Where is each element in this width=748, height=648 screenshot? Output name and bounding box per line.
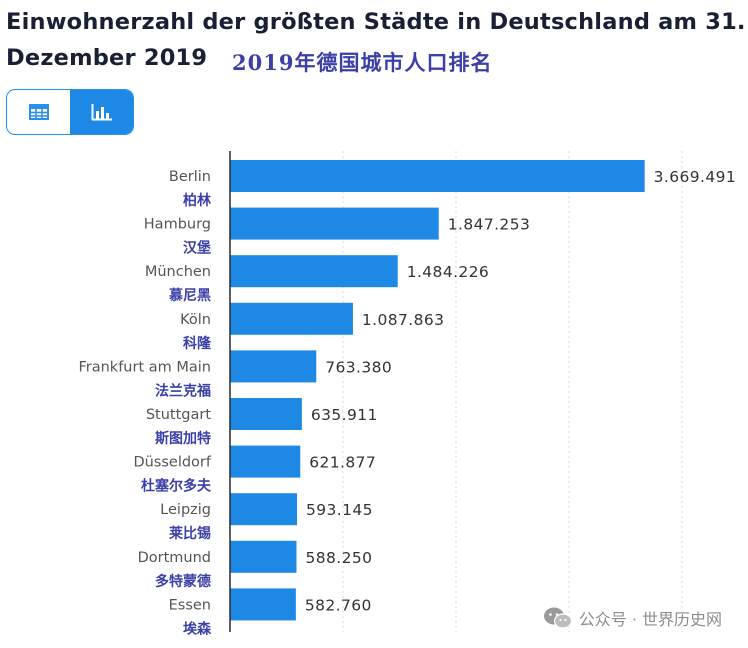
table-icon: [28, 104, 49, 120]
value-label: 621.877: [309, 454, 376, 472]
category-label-cn: 慕尼黑: [168, 287, 211, 304]
bar-chart-icon: [91, 104, 112, 121]
bar: [230, 540, 297, 573]
category-label: Stuttgart: [146, 407, 212, 423]
value-label: 763.380: [325, 358, 392, 376]
category-label: Essen: [169, 597, 211, 613]
view-toggle: [6, 89, 134, 135]
bar: [230, 398, 302, 430]
bar: [230, 493, 298, 526]
value-label: 593.145: [306, 501, 373, 519]
bar: [230, 302, 353, 335]
bar: [230, 255, 398, 288]
category-labels: Berlin 柏林 Hamburg 汉堡 München 慕尼黑 Köln 科隆 Frankfu…: [78, 169, 212, 637]
bar: [230, 588, 296, 621]
bar: [230, 207, 439, 240]
bar: [230, 160, 645, 192]
category-label-cn: 杜塞尔多夫: [141, 478, 212, 495]
category-label-cn: 埃森: [183, 620, 212, 637]
chart-view-button[interactable]: [70, 90, 133, 134]
category-label: Köln: [180, 312, 211, 328]
value-label: 635.911: [311, 406, 378, 424]
watermark-text: 公众号 · 世界历史网: [578, 610, 722, 629]
bars: [230, 160, 645, 621]
category-label: Frankfurt am Main: [78, 359, 211, 375]
category-label: Dortmund: [138, 550, 211, 566]
watermark: 公众号 · 世界历史网: [543, 606, 722, 630]
category-label-cn: 法兰克福: [155, 382, 211, 399]
value-label: 588.250: [305, 549, 372, 567]
wechat-icon: [543, 607, 572, 629]
value-label: 1.484.226: [407, 263, 490, 281]
category-label-cn: 斯图加特: [155, 430, 211, 447]
category-label: Berlin: [169, 169, 211, 185]
chart-title: Einwohnerzahl der größten Städte in Deut…: [6, 9, 746, 71]
category-label-cn: 科隆: [183, 335, 212, 352]
category-label-cn: 多特蒙德: [155, 573, 211, 590]
category-label: München: [145, 264, 211, 280]
category-label-cn: 柏林: [183, 192, 211, 209]
category-label: Hamburg: [144, 217, 211, 233]
category-label: Leipzig: [160, 502, 211, 518]
value-label: 582.760: [305, 596, 372, 614]
bar: [230, 350, 317, 383]
category-label: Düsseldorf: [133, 455, 211, 471]
value-label: 3.669.491: [654, 168, 737, 186]
value-labels: 3.669.491 1.847.253 1.484.226 1.087.863 763.…: [305, 168, 736, 614]
chart-subtitle-cn: 2019年德国城市人口排名: [232, 50, 493, 75]
bar: [230, 445, 301, 478]
category-label-cn: 汉堡: [183, 240, 211, 257]
category-label-cn: 莱比锡: [169, 525, 211, 542]
value-label: 1.847.253: [448, 216, 531, 234]
value-label: 1.087.863: [362, 311, 445, 329]
table-view-button[interactable]: [7, 90, 70, 134]
